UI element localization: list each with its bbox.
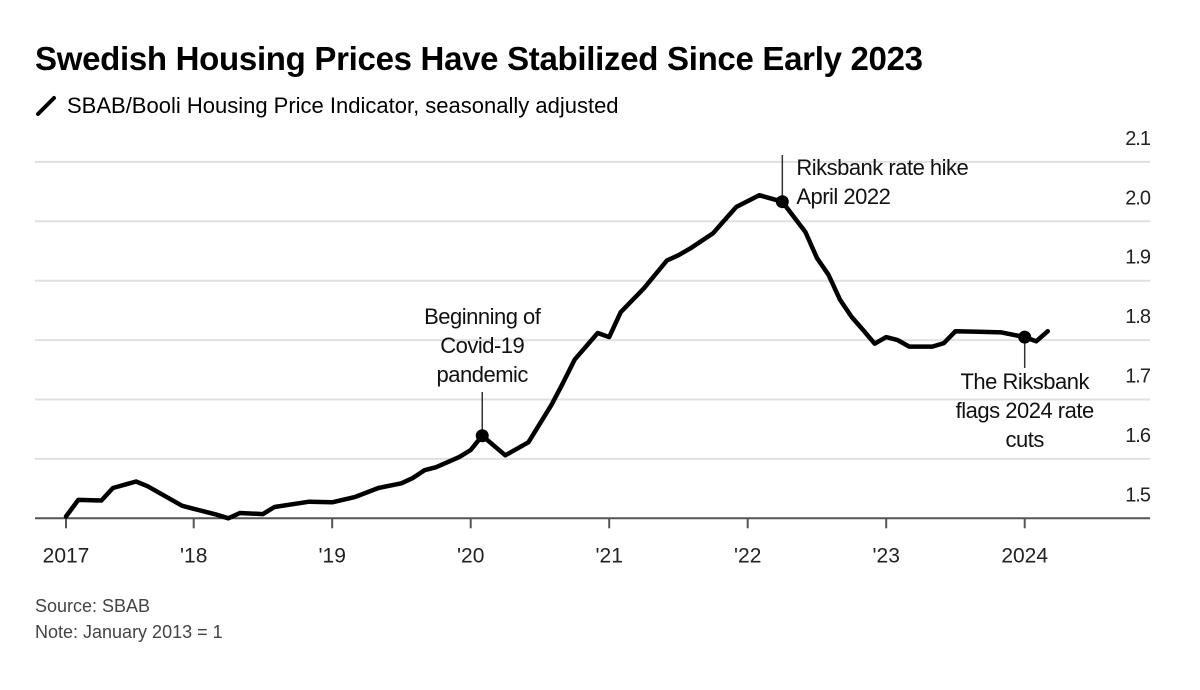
annotation-text: Covid-19 [440,333,524,358]
source-note: Source: SBAB [35,596,151,616]
annotation-text: cuts [1006,427,1045,452]
legend-line-icon [36,96,56,116]
annotation-marker [475,429,489,443]
footnote: Note: January 2013 = 1 [35,622,223,642]
series-line [63,192,1051,521]
x-tick-label: '19 [319,544,346,567]
x-tick-label: '22 [734,544,761,567]
annotation-marker [1018,330,1032,344]
annotation-text: April 2022 [796,184,890,209]
legend-label: SBAB/Booli Housing Price Indicator, seas… [67,93,619,118]
legend: SBAB/Booli Housing Price Indicator, seas… [35,93,619,119]
x-tick-label: 2024 [1001,544,1048,567]
x-tick-label: 2017 [43,544,90,567]
annotation-text: pandemic [437,362,529,387]
annotation-text: Beginning of [424,304,542,329]
y-tick-label: 1.8 [1125,306,1151,328]
y-tick-label: 1.5 [1125,484,1151,506]
y-tick-label: 1.9 [1125,247,1151,269]
annotation-marker [775,195,789,209]
annotation-text: Riksbank rate hike [796,155,968,180]
x-tick-label: '21 [596,544,623,567]
y-tick-label: 2.0 [1125,187,1151,209]
x-tick-label: '20 [457,544,484,567]
annotation-text: flags 2024 rate [956,398,1094,423]
y-tick-label: 2.1 [1125,128,1151,150]
x-tick-label: '18 [180,544,207,567]
x-tick-label: '23 [873,544,900,567]
y-tick-label: 1.6 [1125,425,1151,447]
chart-title: Swedish Housing Prices Have Stabilized S… [35,40,923,77]
y-tick-label: 1.7 [1125,366,1151,388]
annotation-text: The Riksbank [960,369,1090,394]
